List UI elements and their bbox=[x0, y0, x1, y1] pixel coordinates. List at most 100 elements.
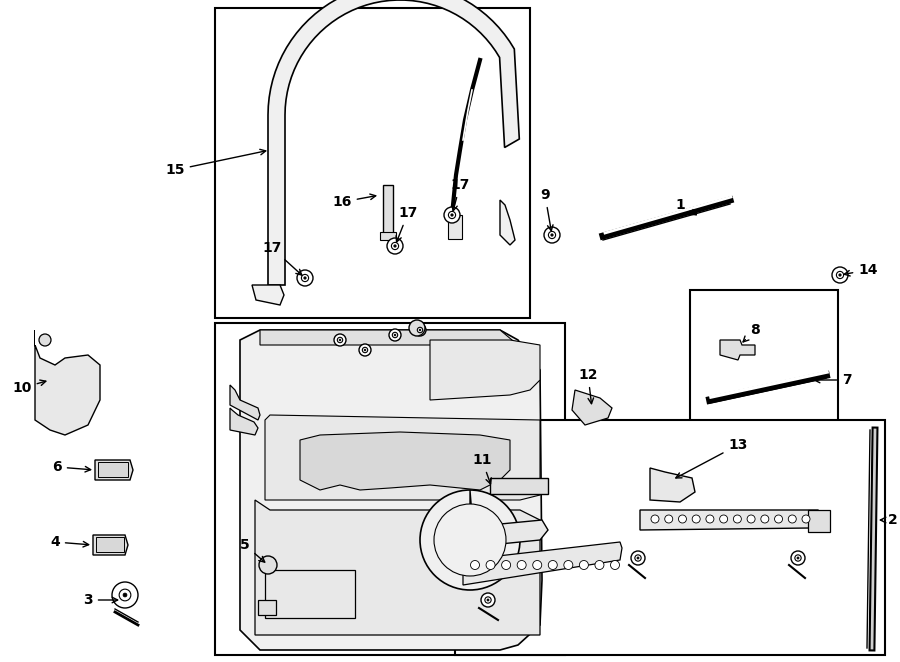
Polygon shape bbox=[255, 500, 540, 635]
Polygon shape bbox=[430, 340, 540, 400]
Text: 2: 2 bbox=[880, 513, 898, 527]
Circle shape bbox=[791, 551, 805, 565]
Circle shape bbox=[392, 242, 399, 250]
Circle shape bbox=[563, 561, 572, 569]
Text: 12: 12 bbox=[578, 368, 598, 404]
Circle shape bbox=[387, 238, 403, 254]
Circle shape bbox=[775, 515, 782, 523]
Circle shape bbox=[533, 561, 542, 569]
Circle shape bbox=[734, 515, 742, 523]
Circle shape bbox=[364, 349, 366, 351]
Circle shape bbox=[359, 344, 371, 356]
Polygon shape bbox=[93, 535, 128, 555]
Circle shape bbox=[334, 334, 346, 346]
Text: 3: 3 bbox=[83, 593, 118, 607]
Bar bbox=[455, 420, 885, 655]
Circle shape bbox=[595, 561, 604, 569]
Text: 15: 15 bbox=[166, 150, 266, 177]
Bar bbox=[690, 290, 838, 440]
Text: 5: 5 bbox=[240, 538, 265, 562]
Text: 17: 17 bbox=[450, 178, 470, 211]
Circle shape bbox=[637, 557, 639, 559]
Circle shape bbox=[836, 271, 843, 279]
Polygon shape bbox=[650, 468, 695, 502]
Circle shape bbox=[338, 338, 343, 343]
Polygon shape bbox=[260, 330, 518, 345]
Circle shape bbox=[747, 515, 755, 523]
Circle shape bbox=[39, 334, 51, 346]
Circle shape bbox=[339, 339, 341, 341]
Circle shape bbox=[720, 515, 727, 523]
Bar bbox=[98, 462, 128, 477]
Polygon shape bbox=[35, 330, 100, 435]
Polygon shape bbox=[252, 285, 284, 305]
Circle shape bbox=[679, 515, 687, 523]
Polygon shape bbox=[265, 415, 540, 500]
Polygon shape bbox=[572, 390, 612, 425]
Circle shape bbox=[119, 589, 130, 601]
Text: 16: 16 bbox=[332, 194, 375, 209]
Polygon shape bbox=[720, 340, 755, 360]
Circle shape bbox=[419, 329, 421, 331]
Circle shape bbox=[485, 597, 491, 603]
Polygon shape bbox=[640, 510, 820, 530]
Circle shape bbox=[634, 555, 641, 561]
Text: 8: 8 bbox=[743, 323, 760, 342]
Circle shape bbox=[795, 555, 801, 561]
Circle shape bbox=[444, 207, 460, 223]
Circle shape bbox=[802, 515, 810, 523]
Bar bbox=[383, 185, 393, 235]
Circle shape bbox=[788, 515, 796, 523]
Text: 17: 17 bbox=[396, 206, 418, 242]
Circle shape bbox=[302, 275, 309, 281]
Circle shape bbox=[548, 561, 557, 569]
Circle shape bbox=[518, 561, 526, 569]
Circle shape bbox=[392, 332, 398, 338]
Circle shape bbox=[363, 348, 368, 353]
Circle shape bbox=[832, 267, 848, 283]
Circle shape bbox=[420, 490, 520, 590]
Text: 4: 4 bbox=[50, 535, 89, 549]
Circle shape bbox=[259, 556, 277, 574]
Circle shape bbox=[551, 234, 554, 236]
Bar bbox=[215, 323, 565, 655]
Polygon shape bbox=[230, 385, 260, 420]
Circle shape bbox=[471, 561, 480, 569]
Bar bbox=[490, 478, 548, 494]
Circle shape bbox=[706, 515, 714, 523]
Circle shape bbox=[631, 551, 645, 565]
Polygon shape bbox=[268, 0, 519, 285]
Circle shape bbox=[580, 561, 589, 569]
Circle shape bbox=[501, 561, 510, 569]
Bar bbox=[35, 330, 55, 345]
Text: 1: 1 bbox=[675, 198, 697, 214]
Text: 13: 13 bbox=[676, 438, 748, 478]
Circle shape bbox=[665, 515, 672, 523]
Bar bbox=[215, 8, 530, 318]
Polygon shape bbox=[470, 490, 548, 545]
Bar bbox=[448, 215, 462, 239]
Circle shape bbox=[486, 561, 495, 569]
Text: 7: 7 bbox=[814, 373, 851, 387]
Circle shape bbox=[610, 561, 619, 569]
Circle shape bbox=[414, 324, 426, 336]
Text: 17: 17 bbox=[262, 241, 302, 275]
Text: 11: 11 bbox=[472, 453, 491, 484]
Text: 9: 9 bbox=[540, 188, 553, 231]
Circle shape bbox=[839, 274, 842, 276]
Text: 10: 10 bbox=[13, 380, 46, 395]
Bar bbox=[808, 510, 830, 532]
Circle shape bbox=[448, 211, 455, 218]
Text: 14: 14 bbox=[844, 263, 878, 277]
Polygon shape bbox=[300, 432, 510, 490]
Circle shape bbox=[760, 515, 769, 523]
Circle shape bbox=[389, 329, 401, 341]
Circle shape bbox=[434, 504, 506, 576]
Bar bbox=[96, 537, 124, 552]
Circle shape bbox=[651, 515, 659, 523]
Polygon shape bbox=[463, 542, 622, 585]
Circle shape bbox=[418, 327, 423, 333]
Polygon shape bbox=[240, 330, 542, 650]
Circle shape bbox=[123, 593, 127, 597]
Circle shape bbox=[409, 320, 425, 336]
